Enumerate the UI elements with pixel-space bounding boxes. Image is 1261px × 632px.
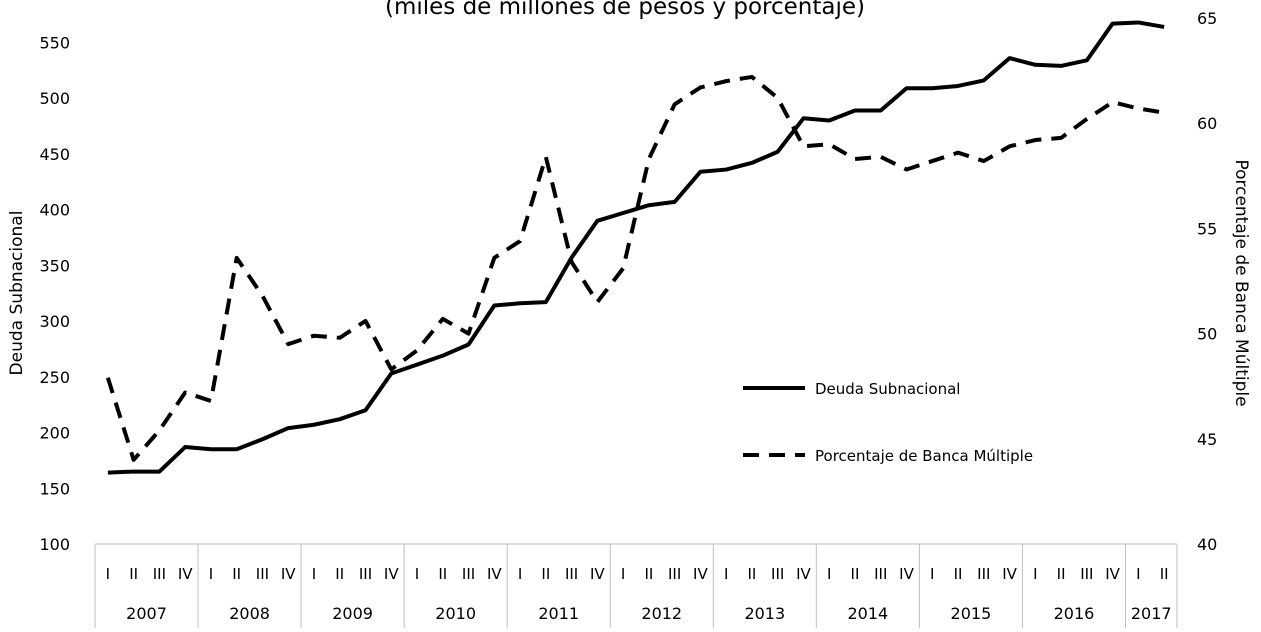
x-tick-label: II	[335, 565, 344, 583]
x-tick-label: I	[209, 565, 213, 583]
y2-tick-label: 50	[1197, 325, 1217, 344]
x-tick-label: I	[930, 565, 934, 583]
x-tick-label: I	[827, 565, 831, 583]
x-tick-label: II	[1057, 565, 1066, 583]
x-tick-label: III	[874, 565, 887, 583]
x-tick-label: II	[747, 565, 756, 583]
y2-tick-label: 60	[1197, 114, 1217, 133]
x-tick-label: II	[541, 565, 550, 583]
x-tick-label: III	[1080, 565, 1093, 583]
x-tick-label: III	[359, 565, 372, 583]
x-tick-label: III	[565, 565, 578, 583]
x-tick-label: III	[256, 565, 269, 583]
y-tick-label: 350	[39, 256, 70, 275]
x-tick-label: IV	[899, 565, 914, 583]
y-tick-label: 550	[39, 34, 70, 53]
x-tick-label: II	[644, 565, 653, 583]
x-tick-label: I	[518, 565, 522, 583]
legend-label: Deuda Subnacional	[815, 380, 960, 398]
x-tick-label: IV	[281, 565, 296, 583]
x-group-label: 2016	[1054, 604, 1095, 623]
y-tick-label: 300	[39, 312, 70, 331]
y2-tick-label: 65	[1197, 9, 1217, 28]
x-tick-label: II	[129, 565, 138, 583]
y-tick-label: 250	[39, 368, 70, 387]
x-group-label: 2008	[229, 604, 270, 623]
x-group-label: 2009	[332, 604, 373, 623]
y-tick-label: 200	[39, 424, 70, 443]
x-tick-label: I	[312, 565, 316, 583]
y2-axis-label: Porcentaje de Banca Múltiple	[1231, 159, 1251, 406]
x-group-label: 2012	[641, 604, 682, 623]
x-tick-label: III	[462, 565, 475, 583]
x-group-label: 2011	[538, 604, 579, 623]
x-tick-label: III	[771, 565, 784, 583]
x-tick-label: IV	[178, 565, 193, 583]
x-tick-label: I	[724, 565, 728, 583]
x-tick-label: IV	[384, 565, 399, 583]
x-tick-label: II	[851, 565, 860, 583]
legend-label: Porcentaje de Banca Múltiple	[815, 447, 1033, 465]
x-tick-label: II	[1160, 565, 1169, 583]
x-group-label: 2017	[1131, 604, 1172, 623]
x-tick-label: I	[621, 565, 625, 583]
y2-tick-label: 45	[1197, 430, 1217, 449]
y-tick-label: 500	[39, 89, 70, 108]
chart-subtitle: (miles de millones de pesos y porcentaje…	[385, 0, 865, 20]
y-tick-label: 100	[39, 535, 70, 554]
x-tick-label: I	[415, 565, 419, 583]
x-tick-label: II	[438, 565, 447, 583]
x-group-label: 2010	[435, 604, 476, 623]
x-tick-label: IV	[796, 565, 811, 583]
x-group-label: 2014	[847, 604, 888, 623]
y-axis-label: Deuda Subnacional	[7, 211, 27, 376]
x-tick-label: I	[106, 565, 110, 583]
y-tick-label: 450	[39, 145, 70, 164]
y2-tick-label: 55	[1197, 219, 1217, 238]
x-tick-label: I	[1136, 565, 1140, 583]
x-tick-label: IV	[693, 565, 708, 583]
series-line	[105, 74, 1165, 462]
x-tick-label: I	[1033, 565, 1037, 583]
y-tick-label: 150	[39, 479, 70, 498]
x-tick-label: III	[153, 565, 166, 583]
x-tick-label: IV	[1105, 565, 1120, 583]
x-tick-label: IV	[1002, 565, 1017, 583]
y-tick-label: 400	[39, 201, 70, 220]
x-group-label: 2007	[126, 604, 167, 623]
x-tick-label: III	[668, 565, 681, 583]
y2-tick-label: 40	[1197, 535, 1217, 554]
x-tick-label: II	[954, 565, 963, 583]
x-tick-label: IV	[590, 565, 605, 583]
series-line	[107, 20, 1165, 475]
x-tick-label: II	[232, 565, 241, 583]
x-tick-label: III	[977, 565, 990, 583]
x-tick-label: IV	[487, 565, 502, 583]
x-group-label: 2015	[951, 604, 992, 623]
x-group-label: 2013	[744, 604, 785, 623]
